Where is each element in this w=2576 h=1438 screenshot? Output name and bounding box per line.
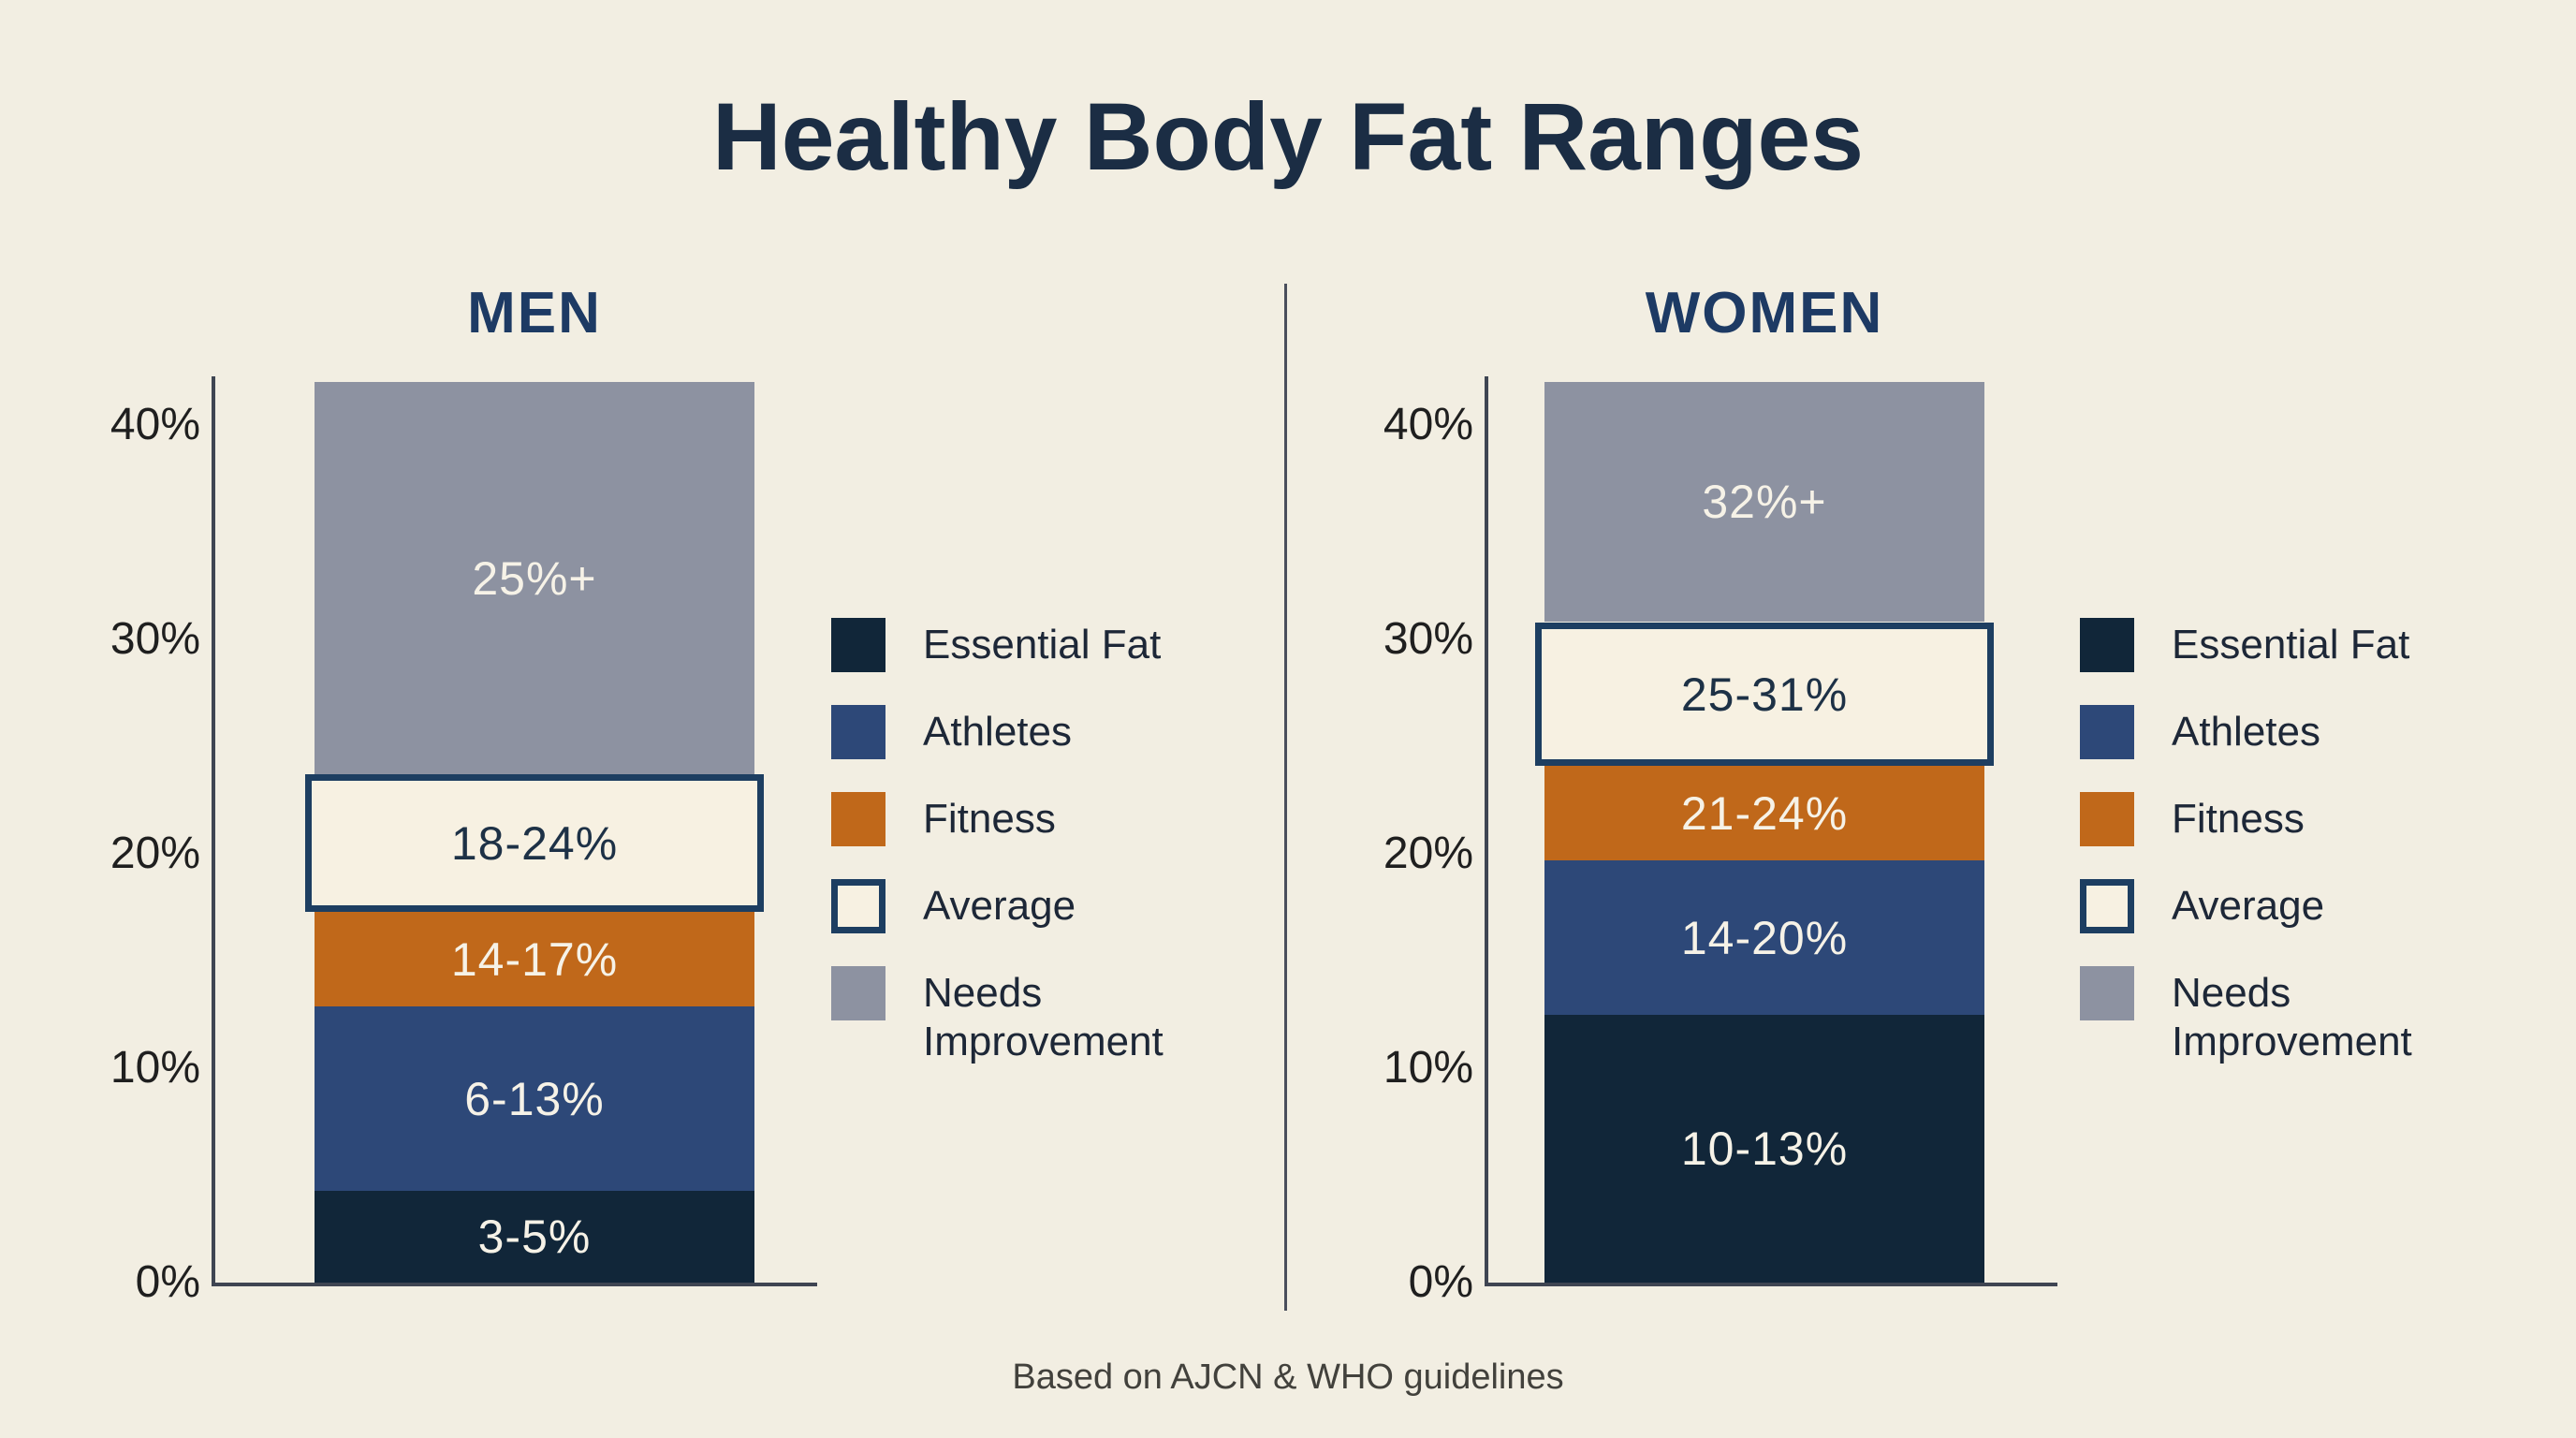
page-title: Healthy Body Fat Ranges [712, 83, 1864, 190]
legend-swatch-men-essential [831, 618, 886, 672]
bar-segment-men-average: 18-24% [305, 774, 764, 912]
bar-segment-women-needs-improvement: 32%+ [1544, 382, 1984, 622]
legend-label-men: Needs Improvement [923, 970, 1164, 1064]
chart-header-women: WOMEN [1645, 281, 1884, 345]
y-tick-label-men: 0% [135, 1257, 200, 1307]
bar-segment-men-needs-improvement: 25%+ [315, 382, 754, 774]
bar-segment-women-athletes: 14-20% [1544, 860, 1984, 1015]
center-divider-line [1284, 284, 1287, 1311]
source-note: Based on AJCN & WHO guidelines [1012, 1357, 1564, 1397]
legend-swatch-women-average_fill [2080, 879, 2134, 933]
y-tick-label-men: 10% [110, 1043, 200, 1093]
y-tick-label-men: 30% [110, 614, 200, 664]
legend-label-men: Fitness [923, 796, 1056, 842]
y-axis-line-women [1485, 376, 1488, 1286]
legend-swatch-women-needs [2080, 966, 2134, 1020]
y-tick-label-women: 10% [1383, 1043, 1473, 1093]
legend-swatch-men-needs [831, 966, 886, 1020]
y-tick-label-women: 0% [1408, 1257, 1473, 1307]
y-tick-label-women: 40% [1383, 400, 1473, 449]
legend-label-men: Average [923, 883, 1076, 929]
legend-swatch-women-essential [2080, 618, 2134, 672]
x-axis-line-women [1485, 1283, 2057, 1286]
legend-label-men: Athletes [923, 709, 1072, 755]
legend-label-women: Essential Fat [2172, 622, 2410, 668]
bar-segment-men-athletes: 6-13% [315, 1006, 754, 1191]
legend-label-women: Athletes [2172, 709, 2320, 755]
y-tick-label-women: 30% [1383, 614, 1473, 664]
legend-swatch-men-athletes [831, 705, 886, 759]
legend-label-women: Fitness [2172, 796, 2305, 842]
bar-segment-women-essential-fat: 10-13% [1544, 1015, 1984, 1283]
y-tick-label-men: 40% [110, 400, 200, 449]
legend-swatch-men-fitness [831, 792, 886, 846]
bar-segment-women-average: 25-31% [1535, 623, 1994, 766]
bar-segment-women-fitness: 21-24% [1544, 766, 1984, 860]
y-tick-label-men: 20% [110, 829, 200, 878]
y-axis-line-men [212, 376, 215, 1286]
legend-label-women: Average [2172, 883, 2325, 929]
y-tick-label-women: 20% [1383, 829, 1473, 878]
bar-segment-men-essential-fat: 3-5% [315, 1191, 754, 1283]
legend-label-men: Essential Fat [923, 622, 1162, 668]
bar-segment-men-fitness: 14-17% [315, 912, 754, 1006]
legend-label-women: Needs Improvement [2172, 970, 2412, 1064]
chart-header-men: MEN [467, 281, 602, 345]
legend-swatch-women-athletes [2080, 705, 2134, 759]
x-axis-line-men [212, 1283, 817, 1286]
legend-swatch-men-average_fill [831, 879, 886, 933]
legend-swatch-women-fitness [2080, 792, 2134, 846]
